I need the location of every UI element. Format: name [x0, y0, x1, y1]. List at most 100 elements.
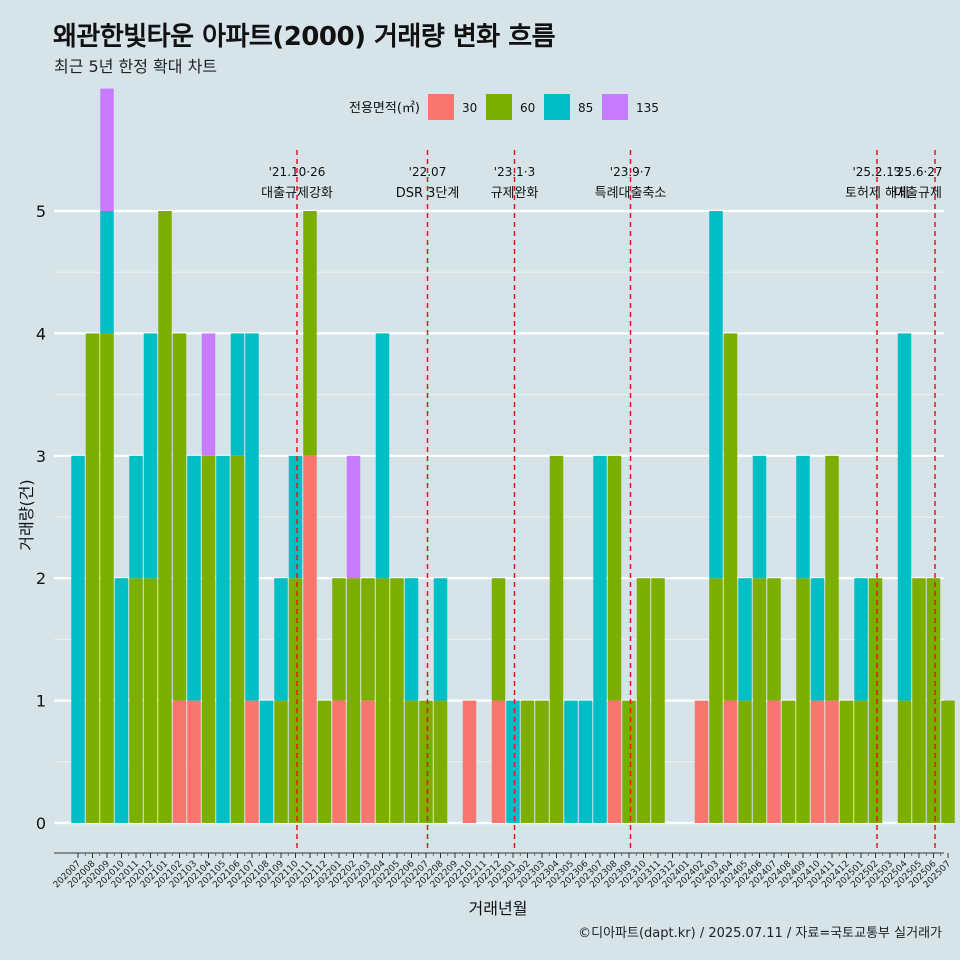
bar-202305-85: [564, 700, 578, 823]
bar-202107-85: [245, 333, 259, 701]
bar-202412-60: [839, 700, 854, 823]
bar-202310-60: [636, 578, 651, 823]
bar-202311-60: [651, 578, 665, 823]
bar-202507-60: [941, 700, 955, 823]
event-date: '21.10·26: [269, 165, 326, 179]
bar-202011-60: [129, 578, 143, 823]
bar-202409-85: [796, 455, 810, 579]
event-label: 규제완화: [491, 186, 539, 201]
legend: 전용면적(㎡) 30 60 85 135: [349, 94, 659, 120]
y-tick-label: 0: [36, 814, 46, 833]
bar-202203-60: [361, 578, 375, 701]
bar-202410-30: [810, 700, 825, 823]
bar-202307-85: [593, 455, 607, 823]
bar-202009-135: [100, 88, 114, 211]
bar-202106-85: [230, 333, 245, 456]
bar-202204-85: [375, 333, 390, 579]
bar-202102-60: [172, 333, 187, 701]
bar-202210-30: [462, 700, 477, 823]
bar-202109-60: [274, 700, 288, 823]
bar-202308-60: [607, 455, 622, 701]
bar-202405-60: [738, 700, 752, 823]
bar-202105-85: [216, 455, 230, 823]
bar-202104-135: [201, 333, 216, 456]
bar-202010-85: [114, 578, 129, 823]
bar-202104-60: [201, 455, 216, 823]
bar-202406-85: [752, 455, 767, 579]
bar-202309-60: [622, 700, 636, 823]
bar-202505-60: [912, 578, 926, 823]
bar-202411-60: [825, 455, 839, 701]
bar-202504-85: [897, 333, 912, 701]
bar-202206-85: [404, 578, 419, 701]
bar-202201-30: [332, 700, 346, 823]
event-label: 특례대출축소: [595, 186, 667, 201]
bar-202406-60: [752, 578, 767, 823]
bar-202403-85: [709, 211, 723, 579]
chart-subtitle: 최근 5년 한정 확대 차트: [54, 57, 218, 76]
bar-202101-60: [158, 211, 172, 823]
bars: [71, 88, 955, 823]
event-date: '25.2.13: [852, 165, 901, 179]
event-label: DSR 3단계: [396, 186, 460, 201]
bar-202012-85: [143, 333, 158, 579]
bar-202008-60: [85, 333, 100, 823]
bar-202411-30: [825, 700, 839, 823]
bar-202108-85: [259, 700, 274, 823]
bar-202102-30: [172, 700, 187, 823]
bar-202202-60: [346, 578, 361, 823]
bar-202111-60: [303, 211, 317, 456]
legend-key-85: [544, 94, 570, 120]
event-date: '22.07: [409, 165, 447, 179]
bar-202009-60: [100, 333, 114, 823]
bar-202501-85: [854, 578, 868, 701]
bar-202009-85: [100, 211, 114, 334]
legend-label: 30: [462, 101, 477, 115]
bar-202103-85: [187, 455, 201, 701]
bar-202407-60: [767, 578, 781, 701]
y-axis: 0 1 2 3 4 5: [36, 202, 46, 833]
bar-202404-60: [723, 333, 738, 701]
x-axis: 2020072020082020092020102020112020122021…: [52, 852, 953, 890]
event-label: 대출규제강화: [261, 186, 333, 201]
bar-202304-60: [549, 455, 564, 823]
bar-202205-60: [390, 578, 404, 823]
bar-202208-85: [433, 578, 448, 701]
bar-202410-85: [810, 578, 825, 701]
bar-202303-60: [535, 700, 549, 823]
bar-202111-30: [303, 455, 317, 823]
bar-202502-60: [868, 578, 883, 823]
bar-202207-60: [419, 700, 433, 823]
event-date: '23.1·3: [494, 165, 535, 179]
bar-202302-60: [520, 700, 535, 823]
x-axis-title: 거래년월: [469, 899, 528, 918]
event-label: 대출규제: [894, 186, 942, 201]
legend-label: 135: [636, 101, 659, 115]
legend-title: 전용면적(㎡): [349, 101, 420, 116]
event-date: '23.9·7: [610, 165, 651, 179]
bar-202112-60: [317, 700, 332, 823]
bar-202212-30: [491, 700, 506, 823]
bar-202011-85: [129, 455, 143, 579]
bar-202107-30: [245, 700, 259, 823]
bar-202012-60: [143, 578, 158, 823]
bar-202301-85: [506, 700, 520, 823]
y-tick-label: 4: [36, 324, 46, 343]
bar-202109-85: [274, 578, 288, 701]
event-date: '25.6·27: [893, 165, 942, 179]
bar-202501-60: [854, 700, 868, 823]
bar-202404-30: [723, 700, 738, 823]
bar-202208-60: [433, 700, 448, 823]
bar-202103-30: [187, 700, 201, 823]
legend-key-30: [428, 94, 454, 120]
bar-202306-85: [578, 700, 593, 823]
bar-202201-60: [332, 578, 346, 701]
bar-202409-60: [796, 578, 810, 823]
bar-202204-60: [375, 578, 390, 823]
bar-202203-30: [361, 700, 375, 823]
event-markers: '21.10·26 대출규제강화 '22.07 DSR 3단계 '23.1·3 규제완화 '…: [261, 150, 943, 852]
legend-key-60: [486, 94, 512, 120]
y-tick-label: 5: [36, 202, 46, 221]
legend-label: 60: [520, 101, 535, 115]
